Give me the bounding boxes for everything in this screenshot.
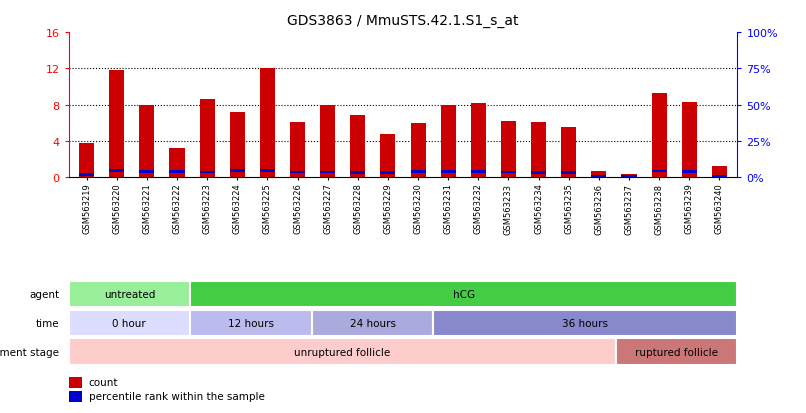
Text: agent: agent bbox=[29, 289, 60, 299]
Bar bbox=[79, 174, 94, 177]
Text: development stage: development stage bbox=[0, 347, 60, 357]
Text: 0 hour: 0 hour bbox=[113, 318, 146, 328]
Bar bbox=[139, 105, 155, 178]
Bar bbox=[651, 170, 667, 173]
Bar bbox=[410, 171, 426, 174]
Bar bbox=[434, 310, 737, 337]
Bar bbox=[682, 102, 697, 178]
Bar bbox=[592, 171, 606, 178]
Bar bbox=[592, 176, 606, 178]
Bar bbox=[190, 310, 312, 337]
Bar bbox=[441, 105, 455, 178]
Text: count: count bbox=[89, 377, 118, 387]
Bar bbox=[471, 104, 486, 178]
Bar bbox=[320, 171, 335, 174]
Bar bbox=[260, 170, 275, 172]
Bar bbox=[69, 377, 82, 388]
Bar bbox=[169, 171, 185, 173]
Bar bbox=[441, 171, 455, 174]
Bar bbox=[410, 123, 426, 178]
Text: hCG: hCG bbox=[453, 289, 475, 299]
Bar bbox=[651, 94, 667, 178]
Bar bbox=[109, 71, 124, 178]
Bar bbox=[320, 106, 335, 178]
Bar bbox=[79, 143, 94, 178]
Bar bbox=[531, 171, 546, 174]
Bar bbox=[682, 171, 697, 173]
Text: 36 hours: 36 hours bbox=[563, 318, 609, 328]
Bar bbox=[471, 171, 486, 173]
Bar bbox=[621, 175, 637, 178]
Text: GDS3863 / MmuSTS.42.1.S1_s_at: GDS3863 / MmuSTS.42.1.S1_s_at bbox=[287, 14, 519, 28]
Bar bbox=[351, 115, 365, 178]
Bar bbox=[380, 172, 396, 174]
Bar bbox=[200, 171, 214, 174]
Bar bbox=[200, 100, 214, 178]
Bar bbox=[712, 167, 727, 178]
Bar bbox=[290, 123, 305, 178]
Text: untreated: untreated bbox=[104, 289, 155, 299]
Text: 24 hours: 24 hours bbox=[350, 318, 396, 328]
Bar bbox=[501, 121, 516, 178]
Bar bbox=[561, 128, 576, 178]
Bar bbox=[190, 281, 737, 308]
Bar bbox=[531, 123, 546, 178]
Bar bbox=[290, 171, 305, 174]
Bar bbox=[260, 69, 275, 178]
Bar bbox=[351, 171, 365, 174]
Bar bbox=[712, 176, 727, 178]
Bar bbox=[616, 339, 737, 366]
Bar bbox=[561, 172, 576, 175]
Bar bbox=[69, 339, 616, 366]
Bar bbox=[169, 149, 185, 178]
Bar bbox=[380, 135, 396, 178]
Text: 12 hours: 12 hours bbox=[228, 318, 274, 328]
Text: time: time bbox=[35, 318, 60, 328]
Bar bbox=[139, 171, 155, 173]
Bar bbox=[69, 310, 190, 337]
Text: unruptured follicle: unruptured follicle bbox=[294, 347, 390, 357]
Text: ruptured follicle: ruptured follicle bbox=[635, 347, 718, 357]
Bar bbox=[501, 171, 516, 174]
Bar bbox=[230, 113, 245, 178]
Bar bbox=[621, 176, 637, 178]
Bar bbox=[312, 310, 434, 337]
Bar bbox=[230, 170, 245, 172]
Bar bbox=[109, 170, 124, 173]
Text: percentile rank within the sample: percentile rank within the sample bbox=[89, 392, 264, 401]
Bar bbox=[69, 391, 82, 401]
Bar bbox=[69, 281, 190, 308]
